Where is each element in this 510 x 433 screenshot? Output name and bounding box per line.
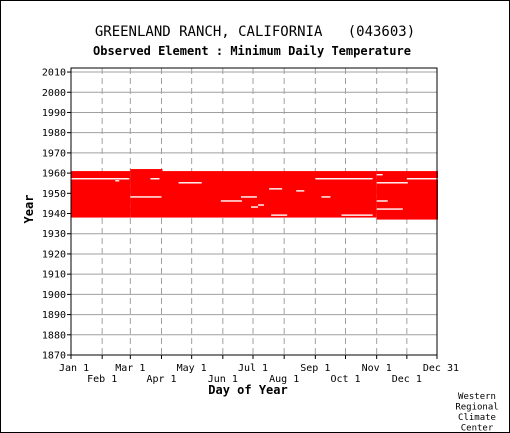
data-missing-gap bbox=[296, 190, 305, 192]
data-missing-gap bbox=[130, 196, 162, 198]
x-tick-label: Jan 1 bbox=[59, 363, 89, 374]
data-missing-gap bbox=[406, 178, 439, 180]
y-tick-label: 1970 bbox=[42, 148, 66, 159]
x-tick-label: Dec 1 bbox=[392, 374, 422, 385]
x-tick-label: Nov 1 bbox=[362, 363, 392, 374]
x-axis-ticks: Jan 1 Mar 1 May 1 Jul 1 Sep 1 Nov 1 Dec 31 Feb … bbox=[59, 355, 459, 385]
y-tick-label: 1960 bbox=[42, 169, 66, 180]
data-missing-gap bbox=[376, 182, 408, 184]
credit-line: Center bbox=[461, 424, 494, 433]
y-tick-label: 1880 bbox=[42, 330, 66, 341]
y-tick-label: 1910 bbox=[42, 270, 66, 281]
data-missing-gap bbox=[269, 188, 283, 190]
x-tick-label: Feb 1 bbox=[87, 374, 117, 385]
chart-title: GREENLAND RANCH, CALIFORNIA (043603) bbox=[95, 24, 415, 40]
credit-line: Regional bbox=[455, 403, 498, 413]
data-missing-gap bbox=[150, 178, 160, 180]
y-tick-label: 1900 bbox=[42, 290, 66, 301]
y-tick-label: 1920 bbox=[42, 249, 66, 260]
data-missing-gap bbox=[321, 196, 331, 198]
credit-line: Climate bbox=[458, 413, 496, 423]
y-tick-label: 1890 bbox=[42, 310, 66, 321]
data-missing-gap bbox=[315, 178, 373, 180]
x-tick-label: Jul 1 bbox=[238, 363, 268, 374]
y-tick-label: 1950 bbox=[42, 189, 66, 200]
data-missing-gap bbox=[71, 178, 130, 180]
x-tick-label: Jun 1 bbox=[208, 374, 238, 385]
y-tick-label: 1980 bbox=[42, 128, 66, 139]
data-missing-gap bbox=[250, 206, 259, 208]
x-axis-label: Day of Year bbox=[208, 383, 287, 397]
y-tick-label: 1990 bbox=[42, 108, 66, 119]
data-missing-gap bbox=[376, 208, 403, 210]
y-tick-label: 1930 bbox=[42, 229, 66, 240]
chart-subtitle: Observed Element : Minimum Daily Tempera… bbox=[93, 44, 411, 58]
data-marks bbox=[71, 169, 439, 220]
data-missing-gap bbox=[220, 200, 242, 202]
data-missing-gap bbox=[376, 174, 383, 176]
y-tick-label: 2010 bbox=[42, 68, 66, 79]
y-tick-label: 2000 bbox=[42, 88, 66, 99]
data-record-block bbox=[130, 169, 163, 218]
data-missing-gap bbox=[115, 180, 120, 182]
y-tick-label: 1870 bbox=[42, 351, 66, 362]
y-axis-label: Year bbox=[22, 195, 36, 224]
x-tick-label: Apr 1 bbox=[146, 374, 176, 385]
plot-border-rect bbox=[70, 67, 438, 356]
data-missing-gap bbox=[240, 196, 258, 198]
y-tick-label: 1940 bbox=[42, 209, 66, 220]
data-missing-gap bbox=[376, 200, 388, 202]
data-missing-gap bbox=[178, 182, 202, 184]
data-missing-gap bbox=[271, 214, 288, 216]
plot-border bbox=[70, 67, 438, 356]
x-tick-label: Oct 1 bbox=[330, 374, 360, 385]
y-axis-ticks: 2010 2000 1990 1980 1970 1960 1950 1940 1930 1920… bbox=[42, 68, 71, 362]
x-tick-label: Sep 1 bbox=[300, 363, 330, 374]
x-tick-label: May 1 bbox=[177, 363, 207, 374]
credit-line: Western bbox=[458, 392, 496, 402]
x-tick-label: Dec 31 bbox=[423, 363, 459, 374]
data-missing-gap bbox=[258, 204, 265, 206]
x-tick-label: Mar 1 bbox=[115, 363, 145, 374]
x-tick-label: Aug 1 bbox=[269, 374, 299, 385]
data-missing-gap bbox=[341, 214, 373, 216]
